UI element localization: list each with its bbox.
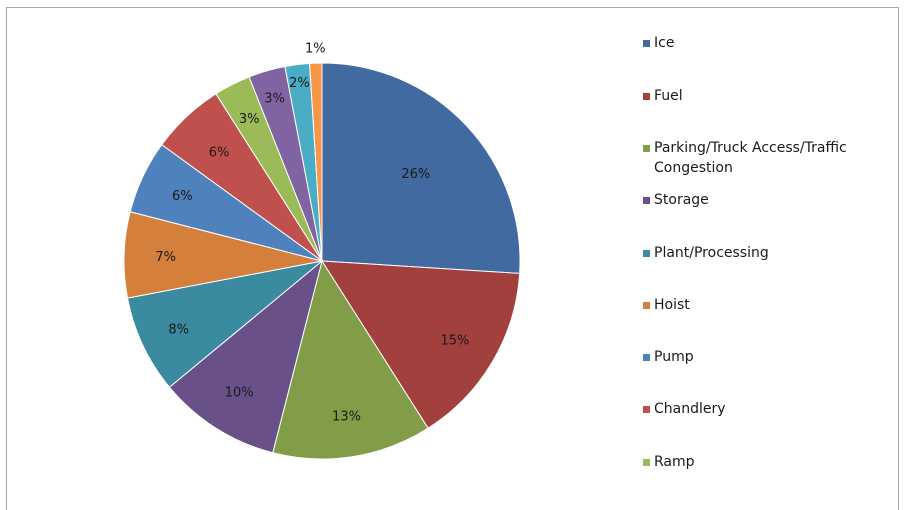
pie-slice-ice <box>321 62 521 274</box>
slice-data-label: 1% <box>305 41 326 56</box>
slice-data-label: 6% <box>209 145 230 160</box>
pie-slices <box>123 62 521 460</box>
slice-data-label: 13% <box>332 410 361 425</box>
pie-slice-unlabeled-11 <box>309 62 323 262</box>
slice-data-label: 3% <box>239 112 260 127</box>
slice-data-label: 8% <box>168 322 189 337</box>
slice-data-label: 26% <box>401 167 430 182</box>
pie-slice-fuel <box>321 260 521 429</box>
slice-data-label: 7% <box>155 250 176 265</box>
pie-slice-parking-truck-access-traffic-congestion <box>272 259 429 460</box>
slice-data-label: 3% <box>264 92 285 107</box>
slice-data-label: 2% <box>289 76 310 91</box>
slice-data-label: 10% <box>225 385 254 400</box>
pie-slice-plant-processing <box>126 260 323 388</box>
slice-data-label: 6% <box>172 189 193 204</box>
slice-data-label: 15% <box>440 334 469 349</box>
pie-data-labels: 26% 15% 13% 10% 8% 7% 6% 6% 3% 3% 2% 1% <box>155 41 469 424</box>
pie-slice-storage <box>168 259 323 454</box>
